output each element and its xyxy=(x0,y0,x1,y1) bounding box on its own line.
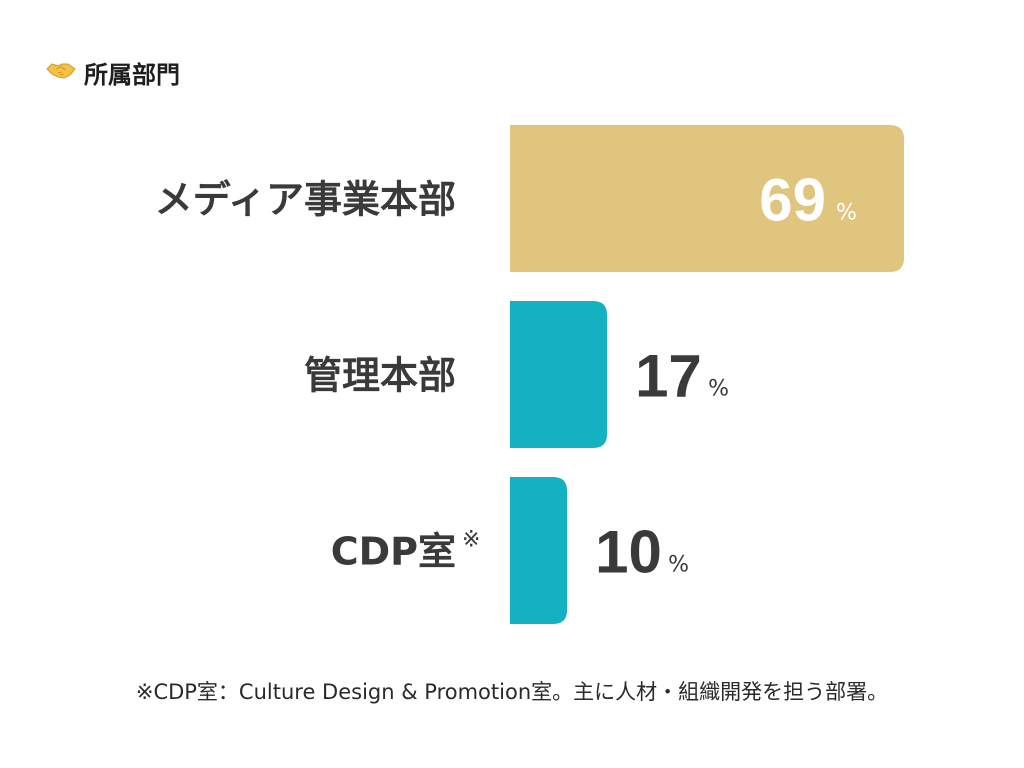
value-label: 69 xyxy=(759,167,826,234)
unit-label: % xyxy=(708,377,729,402)
value-label: 17 xyxy=(635,343,702,410)
category-label: メディア事業本部 xyxy=(155,178,456,222)
category-note-mark: ※ xyxy=(462,528,480,553)
unit-label: % xyxy=(836,201,857,226)
footnote: ※CDP室：Culture Design & Promotion室。主に人材・組… xyxy=(135,680,889,704)
page-title: 所属部門 xyxy=(84,60,180,89)
handshake-icon xyxy=(46,60,84,84)
section-header: 所属部門 xyxy=(46,52,180,92)
value-label: 10 xyxy=(595,519,662,586)
category-label: 管理本部 xyxy=(304,354,456,398)
bar xyxy=(510,125,904,272)
bar xyxy=(510,301,608,448)
category-label: CDP室 xyxy=(331,530,456,574)
bar xyxy=(510,477,568,624)
bar-chart: メディア事業本部 69 % 管理本部 17 % CDP室 ※ 10% xyxy=(155,125,904,624)
unit-label: % xyxy=(668,553,689,578)
